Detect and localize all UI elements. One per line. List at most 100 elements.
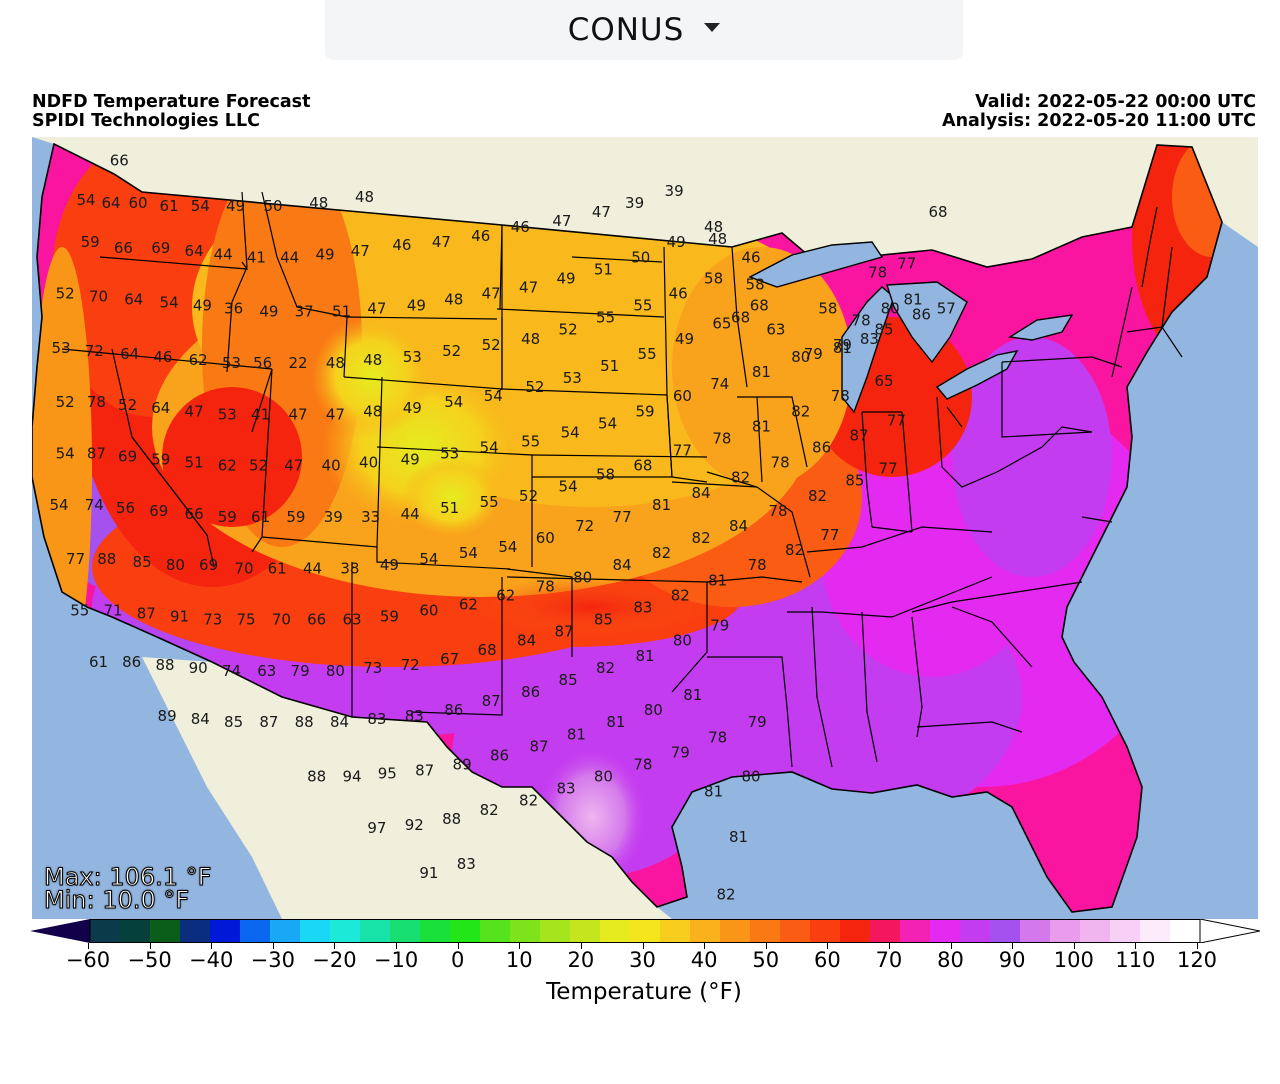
temperature-label: 82	[716, 885, 735, 903]
temperature-label: 77	[897, 254, 916, 272]
temperature-label: 81	[606, 713, 625, 731]
temperature-label: 84	[692, 484, 711, 502]
temperature-label: 52	[519, 487, 538, 505]
temperature-label: 87	[554, 623, 573, 641]
colorbar-ticks: −60 −50 −40 −30 −20 −10 0 10 20 30 40 50 60 70 80 90 100…	[0, 948, 1280, 978]
temperature-field	[32, 144, 1222, 912]
temperature-label: 72	[401, 656, 420, 674]
temperature-label: 77	[66, 550, 85, 568]
temperature-label: 66	[114, 239, 133, 257]
colorbar-cell	[510, 919, 541, 943]
temperature-label: 58	[596, 466, 615, 484]
temperature-label: 54	[459, 544, 478, 562]
temperature-label: 69	[151, 239, 170, 257]
temperature-label: 80	[326, 662, 345, 680]
colorbar-cell	[960, 919, 991, 943]
temperature-label: 49	[667, 233, 686, 251]
temperature-label: 52	[559, 321, 578, 339]
max-min-readout: Max: 106.1 °F Min: 10.0 °F	[43, 865, 211, 913]
temperature-label: 37	[295, 303, 314, 321]
colorbar-cell	[480, 919, 511, 943]
temperature-label: 59	[635, 402, 654, 420]
temperature-label: 46	[511, 218, 530, 236]
colorbar-frame	[89, 919, 1201, 943]
temperature-label: 48	[708, 230, 727, 248]
canada-land	[32, 137, 1258, 267]
temperature-label: 70	[272, 611, 291, 629]
temperature-label: 47	[432, 233, 451, 251]
temperature-label: 70	[234, 559, 253, 577]
temperature-map: 66 54 64 60 61 54 49 50 48 48 59 66 69 64 44 41 44 49 47 46…	[32, 137, 1258, 919]
great-lakes	[748, 241, 1074, 414]
temperature-label: 82	[480, 801, 499, 819]
colorbar-tick-mark	[888, 943, 890, 949]
colorbar-tick-mark	[950, 943, 952, 949]
temperature-label: 49	[259, 303, 278, 321]
temperature-label: 77	[887, 411, 906, 429]
temperature-label: 49	[226, 197, 245, 215]
temperature-label: 78	[87, 393, 106, 411]
temperature-label: 87	[137, 605, 156, 623]
temperature-label: 84	[729, 517, 748, 535]
temperature-label: 41	[251, 405, 270, 423]
temperature-label: 58	[818, 300, 837, 318]
colorbar-cell	[1170, 919, 1201, 943]
colorbar-tick-mark	[457, 943, 459, 949]
colorbar-tick-label: 100	[1053, 948, 1094, 972]
colorbar-tick-mark	[334, 943, 336, 949]
temperature-label: 88	[155, 656, 174, 674]
colorbar	[30, 919, 1260, 943]
colorbar-cell	[690, 919, 721, 943]
temperature-label: 53	[403, 348, 422, 366]
temperature-label: 81	[704, 783, 723, 801]
temperature-label: 52	[56, 393, 75, 411]
temperature-label: 49	[315, 245, 334, 263]
temperature-label: 83	[405, 707, 424, 725]
colorbar-tick-label: −10	[373, 948, 419, 972]
colorbar-cell	[1110, 919, 1141, 943]
temperature-label: 47	[519, 279, 538, 297]
colorbar-cell	[1080, 919, 1111, 943]
temperature-label: 39	[665, 182, 684, 200]
colorbar-tick-mark	[88, 943, 89, 949]
temperature-label: 81	[708, 571, 727, 589]
temperature-label: 87	[849, 426, 868, 444]
colorbar-tick-mark	[211, 943, 213, 949]
region-selector[interactable]: CONUS	[325, 0, 963, 60]
colorbar-tick-label: −60	[65, 948, 111, 972]
temperature-label: 54	[484, 387, 503, 405]
temperature-label: 80	[166, 556, 185, 574]
temperature-label: 75	[236, 611, 255, 629]
analysis-time: Analysis: 2022-05-20 11:00 UTC	[942, 111, 1256, 131]
temperature-label: 59	[286, 508, 305, 526]
colorbar-cell	[780, 919, 811, 943]
temperature-label: 55	[638, 345, 657, 363]
temperature-label: 39	[625, 194, 644, 212]
temperature-label: 81	[752, 417, 771, 435]
temperature-label: 53	[222, 354, 241, 372]
temperature-label: 78	[633, 756, 652, 774]
colorbar-cell	[390, 919, 421, 943]
colorbar-cell	[750, 919, 781, 943]
colorbar-cell	[300, 919, 331, 943]
temperature-label: 80	[573, 568, 592, 586]
temperature-label: 73	[363, 659, 382, 677]
colorbar-cell	[540, 919, 571, 943]
colorbar-cell	[930, 919, 961, 943]
temperature-label: 74	[85, 496, 104, 514]
temperature-label: 81	[635, 647, 654, 665]
temperature-label: 61	[89, 653, 108, 671]
temperature-label: 78	[536, 577, 555, 595]
colorbar-cell	[840, 919, 871, 943]
temperature-label: 48	[363, 402, 382, 420]
region-selector-label: CONUS	[567, 12, 685, 48]
temperature-label: 38	[340, 559, 359, 577]
temperature-label: 77	[673, 442, 692, 460]
temperature-label: 70	[89, 288, 108, 306]
colorbar-title: Temperature (°F)	[546, 979, 742, 1005]
temperature-label: 62	[189, 351, 208, 369]
temperature-label: 58	[746, 275, 765, 293]
temperature-label: 51	[594, 260, 613, 278]
temperature-label: 55	[521, 432, 540, 450]
